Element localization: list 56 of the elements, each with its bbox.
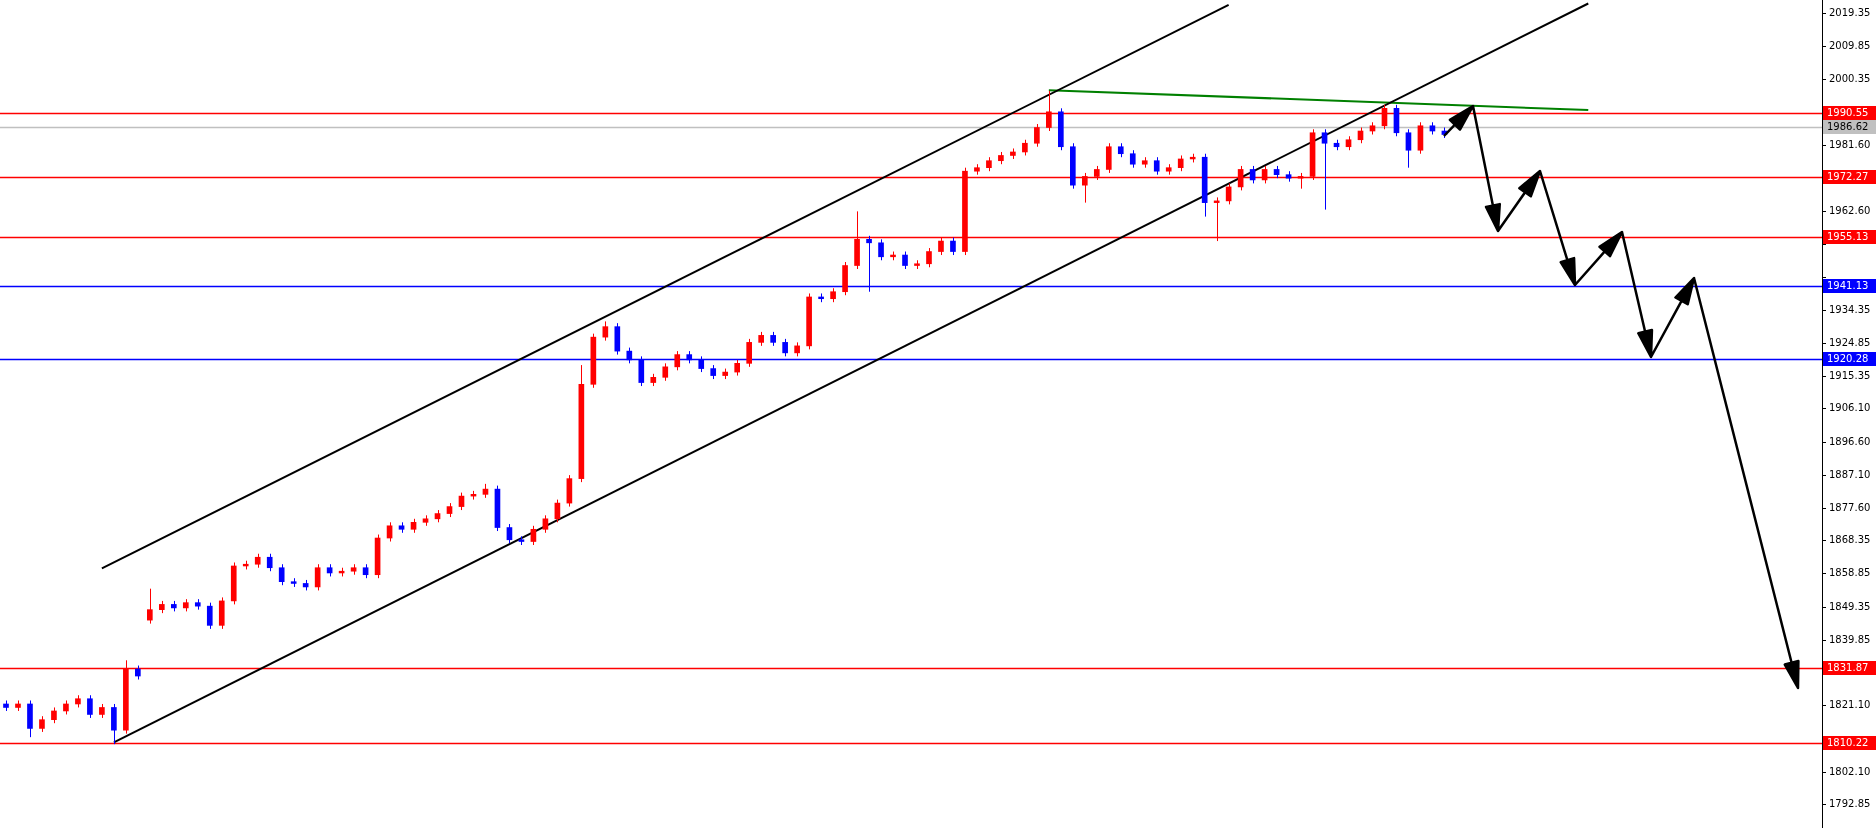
y-tick-label: 1962.60 [1829,205,1871,217]
ref-line-label: 1972.27 [1827,171,1869,183]
candlestick [746,338,753,368]
y-tick-label: 1934.35 [1829,304,1871,316]
candlestick [1165,163,1172,176]
ref-line-label: 1990.55 [1827,107,1869,119]
candlestick [710,364,717,380]
ref-line-label: 1920.28 [1827,353,1869,365]
y-tick-label: 1887.10 [1829,469,1871,481]
y-tick-label: 2019.35 [1829,7,1871,19]
y-tick-label: 1802.10 [1829,766,1871,778]
candlestick [770,331,776,347]
candlestick [111,703,117,745]
ref-line-label: 1831.87 [1827,662,1869,674]
ref-line-label: 1986.62 [1827,121,1869,133]
candlestick [1129,149,1136,169]
candlestick [998,151,1004,165]
y-tick-label: 1849.35 [1829,601,1871,613]
y-tick-label: 1906.10 [1829,402,1871,414]
y-tick-label: 1839.85 [1829,634,1871,646]
y-tick-label: 2009.85 [1829,40,1871,52]
candlestick [278,563,285,586]
y-tick-label: 1915.35 [1829,370,1871,382]
candlestick [1117,142,1124,158]
y-tick-label: 1981.60 [1829,139,1871,151]
candlestick [986,156,992,172]
candlestick [830,287,836,303]
y-tick-label: 1868.35 [1829,534,1871,546]
candlestick [290,577,297,588]
candlestick [878,238,884,261]
y-tick-label: 1924.85 [1829,337,1871,349]
candlestick [158,600,165,614]
candlestick [1105,142,1112,174]
candlestick [914,259,920,270]
y-tick-label: 1858.85 [1829,567,1871,579]
ref-line-label: 1941.13 [1827,280,1869,292]
candlestick [650,373,657,387]
candlestick [99,703,105,719]
candlestick [1034,123,1040,148]
candlestick [39,715,45,733]
candlestick [254,553,261,569]
candlestick [182,598,189,612]
candlestick [1153,156,1160,176]
y-tick-label: 2000.35 [1829,73,1871,85]
y-tick-label: 1877.60 [1829,502,1871,514]
candlestick [75,694,81,708]
y-tick-label: 1896.60 [1829,436,1871,448]
candlestick [87,694,93,719]
candlestick [974,163,980,176]
ref-line-label: 1955.13 [1827,231,1869,243]
candlestick [1058,107,1064,151]
candlestick [1141,156,1148,169]
y-tick-label: 1792.85 [1829,798,1871,810]
ref-line-label: 1810.22 [1827,737,1869,749]
y-tick-label: 1821.10 [1829,699,1871,711]
candlestick [758,331,764,347]
